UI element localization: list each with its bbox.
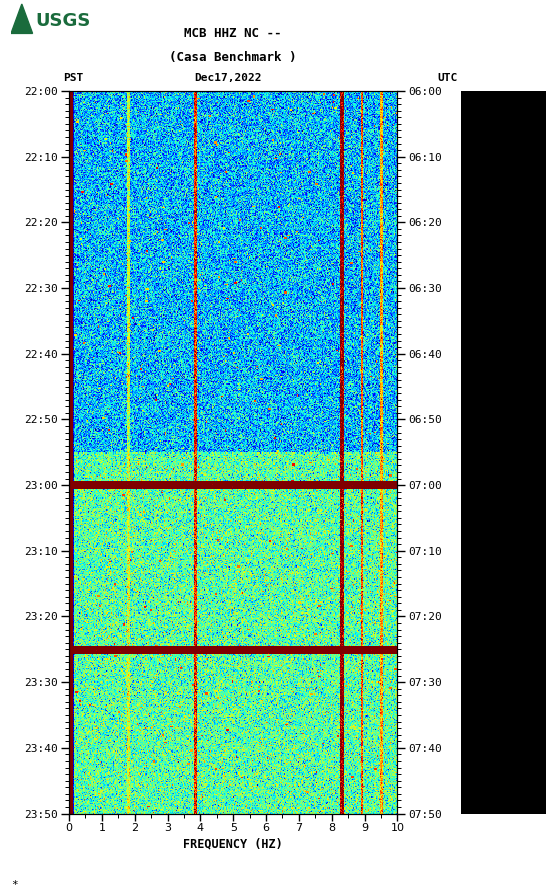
Text: UTC: UTC: [437, 73, 457, 84]
Text: Dec17,2022: Dec17,2022: [194, 73, 262, 84]
Text: USGS: USGS: [35, 12, 91, 30]
X-axis label: FREQUENCY (HZ): FREQUENCY (HZ): [183, 838, 283, 850]
Text: PST: PST: [63, 73, 84, 84]
Polygon shape: [11, 4, 33, 33]
Text: MCB HHZ NC --: MCB HHZ NC --: [184, 27, 282, 39]
Text: *: *: [11, 880, 18, 889]
Text: (Casa Benchmark ): (Casa Benchmark ): [169, 51, 297, 63]
